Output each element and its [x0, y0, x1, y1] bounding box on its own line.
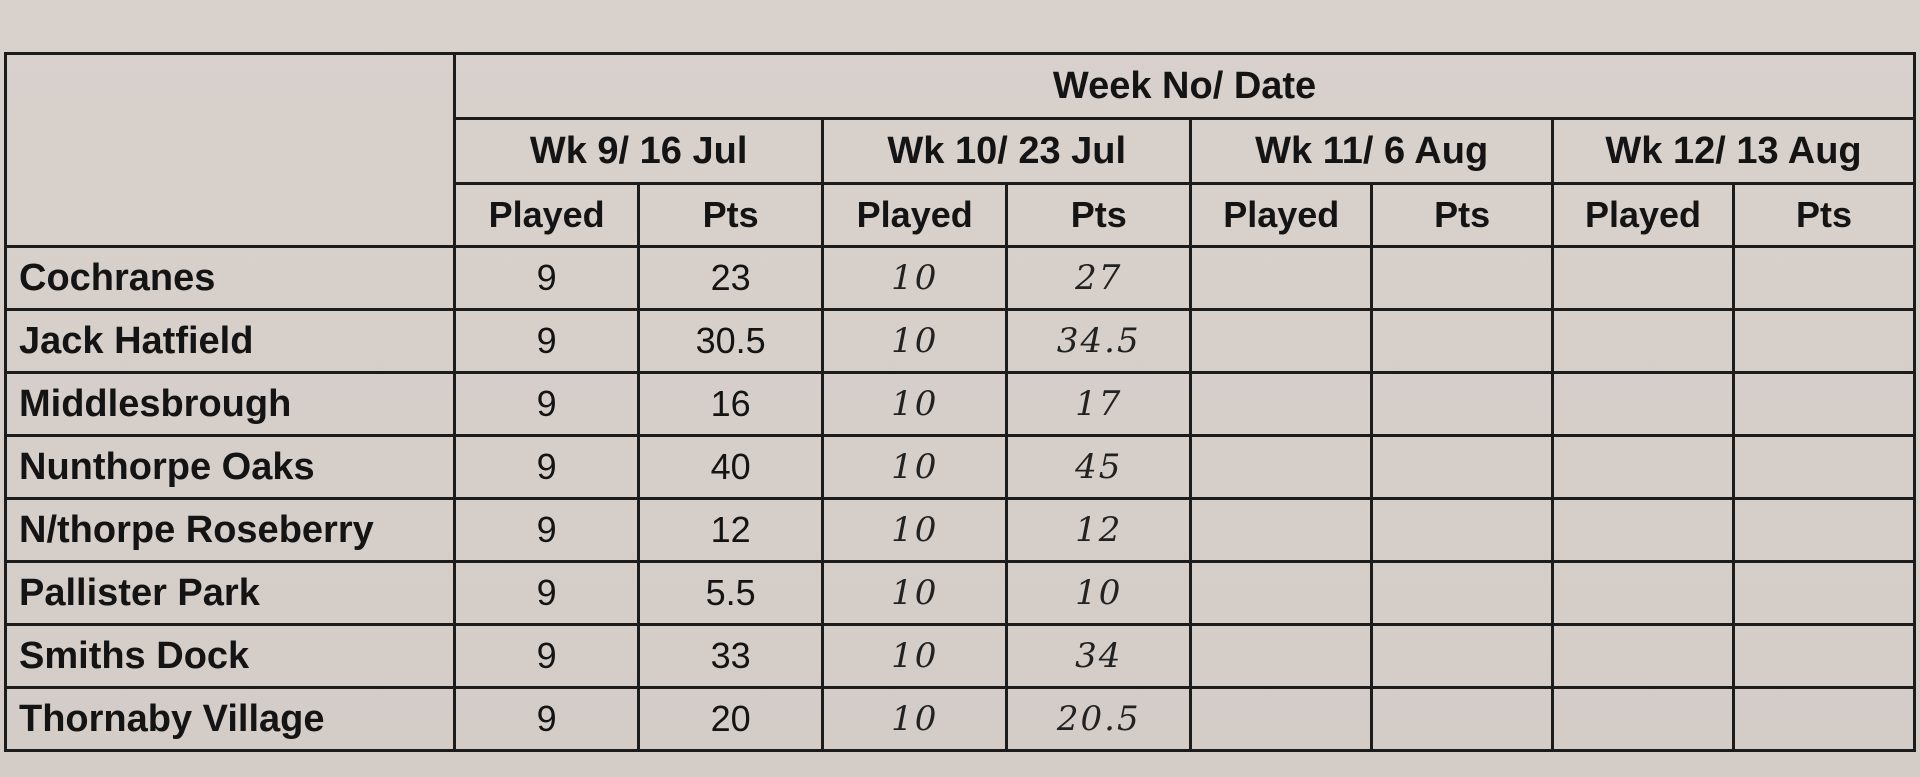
empty-cell: [1551, 308, 1735, 374]
wk10-pts-handwritten: 34: [1005, 623, 1193, 689]
empty-cell: [1370, 434, 1555, 500]
wk10-played-handwritten: 10: [821, 623, 1009, 689]
wk9-played-cell: 9: [453, 308, 641, 374]
wk10-played-handwritten: 10: [821, 371, 1009, 437]
table-row: Cochranes 9 23 10 27: [3, 245, 1917, 311]
empty-cell: [1731, 686, 1917, 752]
wk9-pts-cell: 20: [637, 686, 825, 752]
empty-cell: [1370, 308, 1555, 374]
empty-cell: [1551, 686, 1735, 752]
wk9-played-cell: 9: [453, 371, 641, 437]
wk9-played-cell: 9: [453, 434, 641, 500]
team-name: N/thorpe Roseberry: [3, 497, 457, 563]
team-name: Smiths Dock: [3, 623, 457, 689]
wk10-played-handwritten: 10: [821, 434, 1009, 500]
empty-cell: [1551, 371, 1735, 437]
empty-cell: [1731, 371, 1917, 437]
team-name: Cochranes: [3, 245, 457, 311]
wk9-pts-cell: 5.5: [637, 560, 825, 626]
pts-column-header: Pts: [1731, 182, 1917, 248]
team-name: Pallister Park: [3, 560, 457, 626]
week-date-header: Week No/ Date: [453, 52, 1916, 120]
team-name: Jack Hatfield: [3, 308, 457, 374]
wk10-pts-handwritten: 20.5: [1005, 686, 1193, 752]
wk9-pts-cell: 33: [637, 623, 825, 689]
team-name: Middlesbrough: [3, 371, 457, 437]
wk9-played-cell: 9: [453, 686, 641, 752]
pts-column-header: Pts: [637, 182, 825, 248]
wk10-pts-handwritten: 45: [1005, 434, 1193, 500]
wk10-played-handwritten: 10: [821, 686, 1009, 752]
wk10-played-handwritten: 10: [821, 308, 1009, 374]
played-column-header: Played: [453, 182, 641, 248]
table-row: Jack Hatfield 9 30.5 10 34.5: [3, 308, 1917, 374]
wk10-pts-handwritten: 12: [1005, 497, 1193, 563]
wk10-played-handwritten: 10: [821, 245, 1009, 311]
empty-cell: [1370, 560, 1555, 626]
empty-cell: [1551, 560, 1735, 626]
wk10-pts-handwritten: 10: [1005, 560, 1193, 626]
empty-cell: [1551, 497, 1735, 563]
wk9-played-cell: 9: [453, 497, 641, 563]
empty-cell: [1731, 434, 1917, 500]
empty-cell: [1370, 497, 1555, 563]
empty-cell: [1731, 560, 1917, 626]
empty-cell: [1189, 434, 1374, 500]
empty-cell: [1189, 371, 1374, 437]
wk10-played-handwritten: 10: [821, 497, 1009, 563]
empty-cell: [1189, 308, 1374, 374]
wk10-pts-handwritten: 34.5: [1005, 308, 1193, 374]
league-table: Week No/ Date Wk 9/ 16 Jul Wk 10/ 23 Jul…: [3, 52, 1917, 752]
wk9-played-cell: 9: [453, 245, 641, 311]
wk9-played-cell: 9: [453, 560, 641, 626]
table-row: Smiths Dock 9 33 10 34: [3, 623, 1917, 689]
empty-cell: [1551, 434, 1735, 500]
empty-cell: [1731, 623, 1917, 689]
empty-cell: [1551, 245, 1735, 311]
week-10-header: Wk 10/ 23 Jul: [821, 117, 1193, 185]
week-9-header: Wk 9/ 16 Jul: [453, 117, 825, 185]
wk9-played-cell: 9: [453, 623, 641, 689]
empty-cell: [1189, 245, 1374, 311]
empty-cell: [1370, 245, 1555, 311]
empty-cell: [1370, 686, 1555, 752]
empty-cell: [1370, 623, 1555, 689]
wk9-pts-cell: 23: [637, 245, 825, 311]
week-12-header: Wk 12/ 13 Aug: [1551, 117, 1916, 185]
wk9-pts-cell: 40: [637, 434, 825, 500]
table-row: Middlesbrough 9 16 10 17: [3, 371, 1917, 437]
empty-cell: [1189, 686, 1374, 752]
empty-cell: [1731, 245, 1917, 311]
team-name: Thornaby Village: [3, 686, 457, 752]
table-row: Thornaby Village 9 20 10 20.5: [3, 686, 1917, 752]
empty-cell: [1189, 560, 1374, 626]
wk9-pts-cell: 12: [637, 497, 825, 563]
played-column-header: Played: [1189, 182, 1374, 248]
played-column-header: Played: [1551, 182, 1735, 248]
table-row: N/thorpe Roseberry 9 12 10 12: [3, 497, 1917, 563]
wk9-pts-cell: 30.5: [637, 308, 825, 374]
table-row: Pallister Park 9 5.5 10 10: [3, 560, 1917, 626]
corner-cell: [3, 52, 457, 248]
empty-cell: [1731, 497, 1917, 563]
empty-cell: [1731, 308, 1917, 374]
wk10-played-handwritten: 10: [821, 560, 1009, 626]
empty-cell: [1189, 623, 1374, 689]
empty-cell: [1189, 497, 1374, 563]
empty-cell: [1370, 371, 1555, 437]
pts-column-header: Pts: [1005, 182, 1193, 248]
pts-column-header: Pts: [1370, 182, 1555, 248]
empty-cell: [1551, 623, 1735, 689]
wk10-pts-handwritten: 17: [1005, 371, 1193, 437]
played-column-header: Played: [821, 182, 1009, 248]
table-row: Nunthorpe Oaks 9 40 10 45: [3, 434, 1917, 500]
wk9-pts-cell: 16: [637, 371, 825, 437]
wk10-pts-handwritten: 27: [1005, 245, 1193, 311]
week-11-header: Wk 11/ 6 Aug: [1189, 117, 1555, 185]
team-name: Nunthorpe Oaks: [3, 434, 457, 500]
